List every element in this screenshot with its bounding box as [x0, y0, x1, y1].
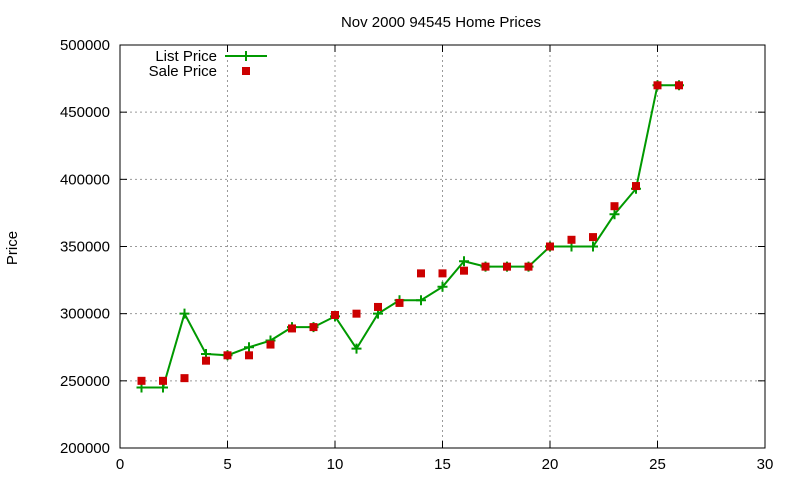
legend-label-list-price: List Price [155, 48, 217, 65]
sale-price-point [245, 351, 253, 360]
sale-price-point [331, 311, 339, 320]
sale-price-point [438, 269, 447, 278]
y-tick-label: 350000 [60, 239, 110, 256]
list-price-point [244, 342, 254, 353]
x-tick-label: 30 [757, 456, 774, 473]
sale-price-point [632, 182, 640, 191]
sale-price-point [546, 242, 554, 251]
list-price-point [179, 308, 190, 319]
list-price-point [588, 241, 598, 252]
sale-price-point [395, 298, 404, 307]
plot-area [136, 80, 684, 393]
axis-ticks: 0 5 10 15 20 25 30 200000 250000 300000 350000 4000… [60, 37, 773, 473]
list-price-point [416, 295, 426, 306]
sale-price-point [481, 262, 490, 271]
y-axis-label: Price [4, 231, 21, 265]
sale-price-point [567, 235, 576, 244]
sale-price-point [589, 233, 597, 242]
y-tick-label: 300000 [60, 306, 110, 323]
chart-title: Nov 2000 94545 Home Prices [341, 14, 541, 31]
sale-price-point [137, 376, 146, 385]
legend-label-sale-price: Sale Price [149, 63, 217, 80]
sale-price-point [503, 262, 511, 271]
x-tick-label: 20 [542, 456, 559, 473]
y-tick-label: 450000 [60, 104, 110, 121]
legend-marker-sale-price [242, 67, 250, 75]
sale-price-point [524, 262, 533, 271]
list-price-point [459, 256, 469, 267]
x-tick-label: 25 [649, 456, 666, 473]
sale-price-point [653, 81, 662, 90]
sale-price-point [223, 351, 232, 360]
legend: List Price Sale Price [149, 48, 267, 80]
list-price-point [609, 209, 620, 220]
sale-price-point [460, 266, 468, 275]
sale-price-point [159, 376, 167, 385]
y-tick-label: 250000 [60, 373, 110, 390]
y-tick-label: 500000 [60, 37, 110, 54]
x-tick-label: 10 [327, 456, 344, 473]
sale-price-point [417, 269, 425, 278]
list-price-point [351, 343, 362, 354]
sale-price-point [610, 202, 619, 211]
sale-price-point [309, 323, 318, 332]
sale-price-point [374, 302, 382, 311]
x-tick-label: 0 [116, 456, 124, 473]
sale-price-point [352, 309, 361, 318]
sale-price-point [180, 374, 189, 383]
sale-price-point [288, 324, 296, 333]
sale-price-point [675, 81, 683, 90]
list-price-point [437, 281, 448, 292]
x-tick-label: 5 [223, 456, 231, 473]
x-tick-label: 15 [434, 456, 451, 473]
y-tick-label: 200000 [60, 440, 110, 457]
legend-marker-list-price [241, 51, 251, 61]
y-tick-label: 400000 [60, 171, 110, 188]
sale-price-point [266, 340, 275, 349]
sale-price-point [202, 356, 210, 365]
